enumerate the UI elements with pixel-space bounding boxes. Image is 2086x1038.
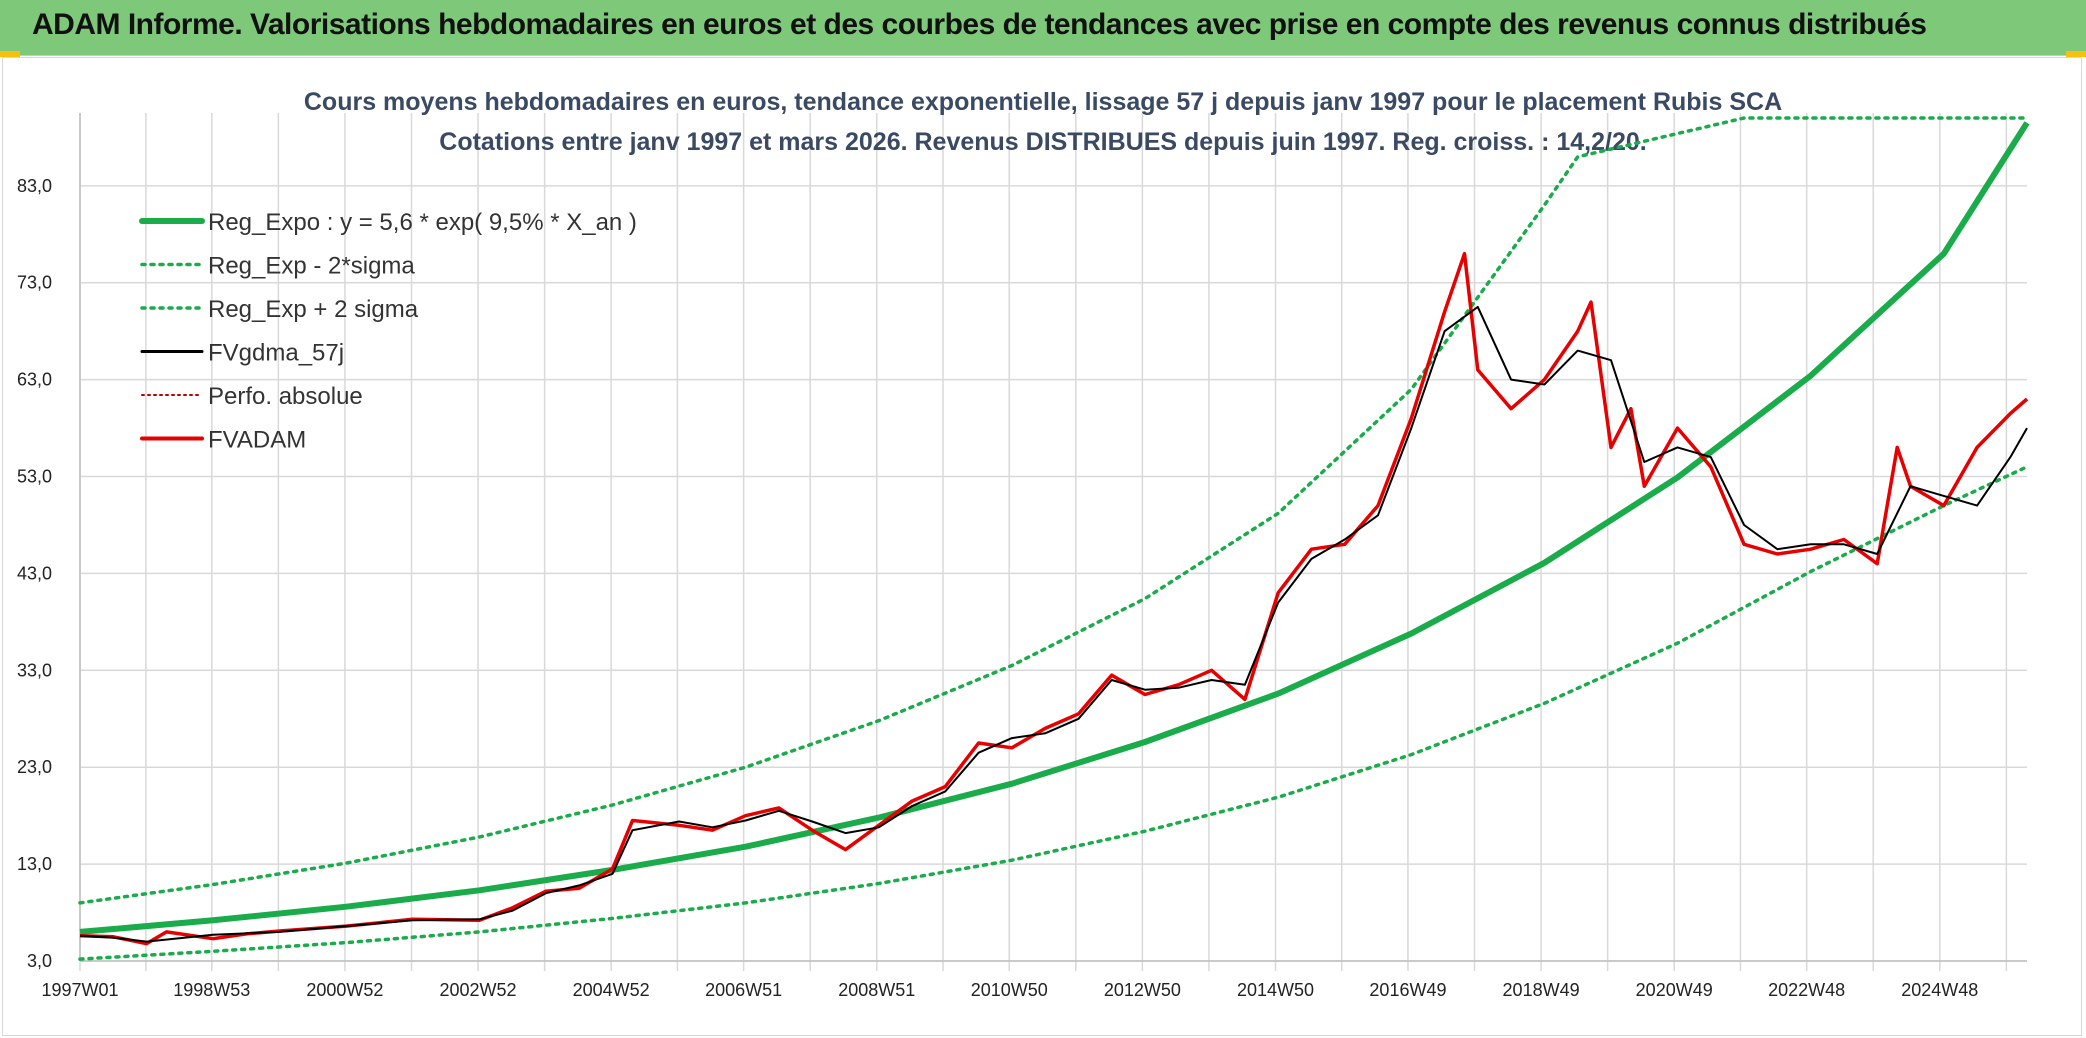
series-line-fvgdma-57j-3 [79,305,2028,943]
header-banner: ADAM Informe. Valorisations hebdomadaire… [0,0,2086,56]
legend-label-5: FVADAM [208,427,306,454]
x-tick-label: 2020W49 [1636,980,1713,1000]
y-tick-label: 3,0 [27,951,52,971]
x-tick-label: 2002W52 [440,980,517,1000]
x-tick-label: 1998W53 [173,980,250,1000]
y-tick-label: 73,0 [17,273,52,293]
y-tick-label: 33,0 [17,660,52,680]
y-tick-label: 83,0 [17,176,52,196]
chart-frame [2,57,2082,1036]
corner-marker-left [0,51,20,57]
x-tick-label: 2018W49 [1503,980,1580,1000]
series-line-fvadam-4 [79,251,2029,946]
x-tick-label: 2012W50 [1104,980,1181,1000]
x-axis: 1997W01 1998W53 2000W52 2002W52 2004W52 2006W… [41,980,1978,1000]
page-title: ADAM Informe. Valorisations hebdomadaire… [32,8,1927,41]
x-tick-label: 2006W51 [705,980,782,1000]
x-tick-label: 2004W52 [573,980,650,1000]
y-tick-label: 63,0 [17,370,52,390]
corner-marker-right [2066,51,2086,57]
legend-label-1: Reg_Exp - 2*sigma [208,253,415,280]
y-tick-label: 43,0 [17,563,52,583]
x-tick-label: 2022W48 [1768,980,1845,1000]
y-tick-label: 23,0 [17,757,52,777]
legend-label-0: Reg_Expo : y = 5,6 * exp( 9,5% * X_an ) [208,209,637,236]
x-tick-label: 2008W51 [838,980,915,1000]
chart-title: Cours moyens hebdomadaires en euros, ten… [304,88,1782,116]
y-tick-label: 53,0 [17,467,52,487]
series-line-reg-exp-1 [78,465,2029,961]
chart-subtitle: Cotations entre janv 1997 et mars 2026. … [439,128,1646,156]
chart-series [78,116,2030,961]
chart-grid [79,113,2027,971]
x-tick-label: 2014W50 [1237,980,1314,1000]
y-tick-label: 13,0 [17,854,52,874]
chart-legend: Reg_Expo : y = 5,6 * exp( 9,5% * X_an ) R… [139,209,637,454]
x-tick-label: 2024W48 [1901,980,1978,1000]
legend-label-3: FVgdma_57j [208,340,344,367]
y-axis: 3,0 13,0 23,0 33,0 43,0 53,0 63,0 73,0 83,0 [17,176,52,971]
x-tick-label: 1997W01 [41,980,118,1000]
legend-label-4: Perfo. absolue [208,383,363,410]
series-line-reg-expo-0 [79,121,2030,935]
series-line-reg-exp-2 [78,116,2029,905]
legend-label-2: Reg_Exp + 2 sigma [208,296,419,323]
x-tick-label: 2000W52 [306,980,383,1000]
x-tick-label: 2010W50 [971,980,1048,1000]
x-tick-label: 2016W49 [1369,980,1446,1000]
